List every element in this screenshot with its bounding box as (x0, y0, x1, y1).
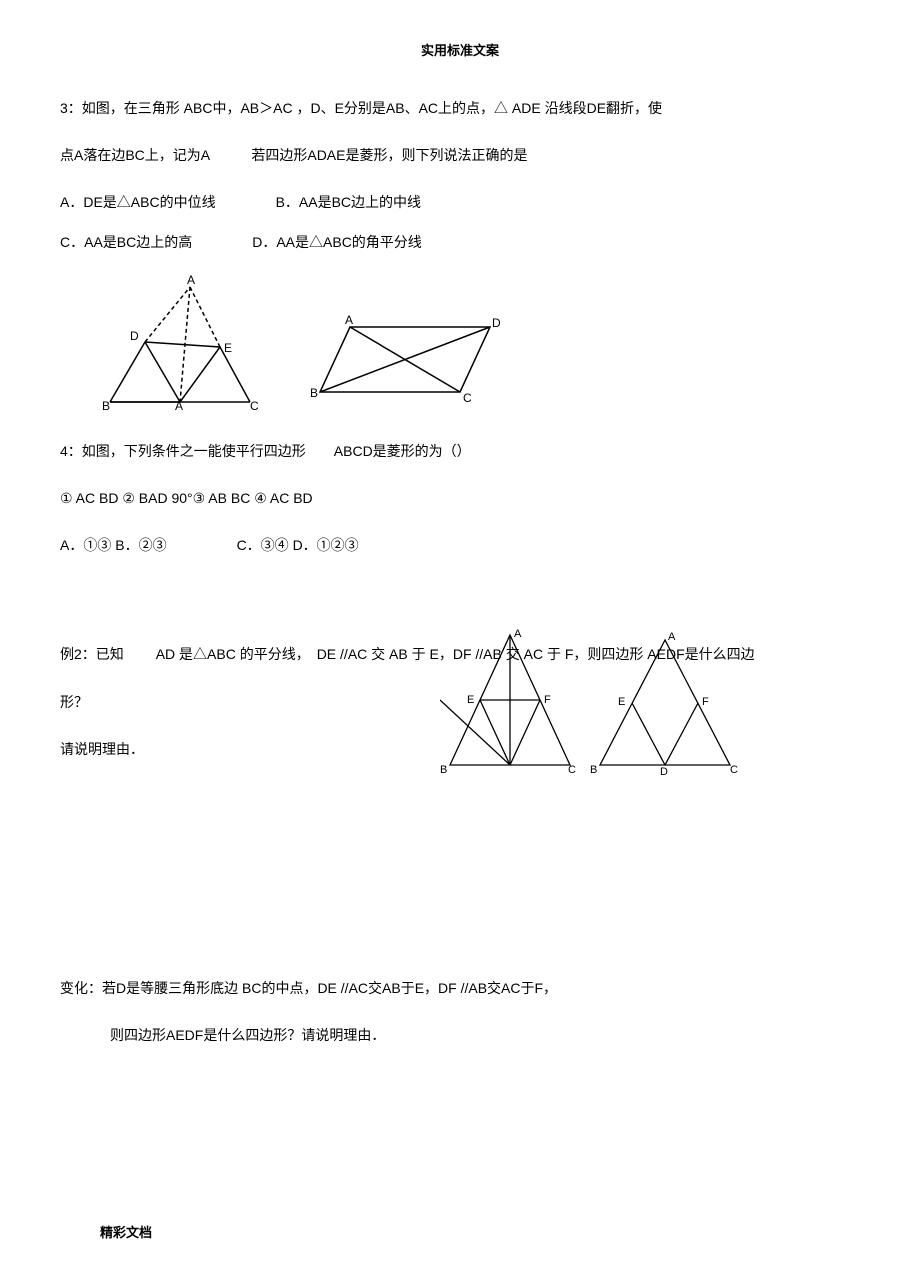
fig1-label-E: E (224, 341, 232, 355)
ex2r-D: D (660, 766, 668, 775)
q3-opts-row2: C．AA是BC边上的高 D．AA是△ABC的角平分线 (60, 223, 860, 262)
example2-block: 例2：已知 AD 是△ABC 的平分线， DE //AC 交 AB 于 E，DF… (60, 635, 860, 769)
q3-opt-b: B．AA是BC边上的中线 (276, 183, 421, 222)
fig2-label-A: A (345, 313, 353, 327)
ex2-fig-left: A E F B C (440, 625, 580, 775)
ex2l-A: A (514, 628, 522, 640)
q3-opt-d: D．AA是△ABC的角平分线 (252, 223, 422, 262)
q3-fig2-parallelogram: A D B C (310, 312, 510, 412)
fig1-label-Abot: A (175, 399, 183, 412)
ex2r-F: F (702, 696, 709, 708)
fig2-label-D: D (492, 316, 501, 330)
q3-opts-row1: A．DE是△ABC的中位线 B．AA是BC边上的中线 (60, 183, 860, 222)
fig1-label-C: C (250, 399, 259, 412)
q3-line1: 3：如图，在三角形 ABC中，AB＞AC ，D、E分别是AB、AC上的点，△ A… (60, 89, 860, 128)
q3-figures: A D E B A C A D B C (100, 272, 860, 412)
fig2-label-C: C (463, 391, 472, 405)
page: 实用标准文案 3：如图，在三角形 ABC中，AB＞AC ，D、E分别是AB、AC… (0, 0, 920, 1281)
ex2l-E: E (467, 694, 474, 706)
fig1-label-D: D (130, 329, 139, 343)
variation-line1: 变化：若D是等腰三角形底边 BC的中点，DE //AC交AB于E，DF //AB… (60, 969, 860, 1008)
variation-block: 变化：若D是等腰三角形底边 BC的中点，DE //AC交AB于E，DF //AB… (60, 969, 860, 1055)
q3-opt-a: A．DE是△ABC的中位线 (60, 183, 216, 222)
q3-line2: 点A落在边BC上，记为A 若四边形ADAE是菱形，则下列说法正确的是 (60, 136, 860, 175)
variation-line2: 则四边形AEDF是什么四边形？请说明理由． (60, 1016, 860, 1055)
ex2l-F: F (544, 694, 551, 706)
q4-opts: A．①③ B．②③ C．③④ D．①②③ (60, 526, 860, 565)
q3-opt-c: C．AA是BC边上的高 (60, 223, 192, 262)
ex2-line1a: 例2：已知 (60, 646, 124, 662)
ex2r-E: E (618, 696, 625, 708)
header-title: 实用标准文案 (421, 43, 499, 58)
ex2l-C: C (568, 764, 576, 775)
fig2-label-B: B (310, 386, 318, 400)
ex2-fig-right: A E F B D C (590, 625, 740, 775)
q3-fig1-triangle: A D E B A C (100, 272, 280, 412)
page-header: 实用标准文案 (60, 40, 860, 59)
ex2r-C: C (730, 764, 738, 775)
ex2l-B: B (440, 764, 447, 775)
footer-text: 精彩文档 (100, 1225, 152, 1240)
q4-conds: ① AC BD ② BAD 90°③ AB BC ④ AC BD (60, 479, 860, 518)
q4-line1: 4：如图，下列条件之一能使平行四边形 ABCD是菱形的为（） (60, 432, 860, 471)
ex2-figures: A E F B C A E F B D (440, 625, 740, 775)
ex2r-A: A (668, 631, 676, 643)
ex2r-B: B (590, 764, 597, 775)
fig1-label-A: A (187, 273, 195, 287)
page-footer: 精彩文档 (100, 1222, 152, 1241)
fig1-label-B: B (102, 399, 110, 412)
